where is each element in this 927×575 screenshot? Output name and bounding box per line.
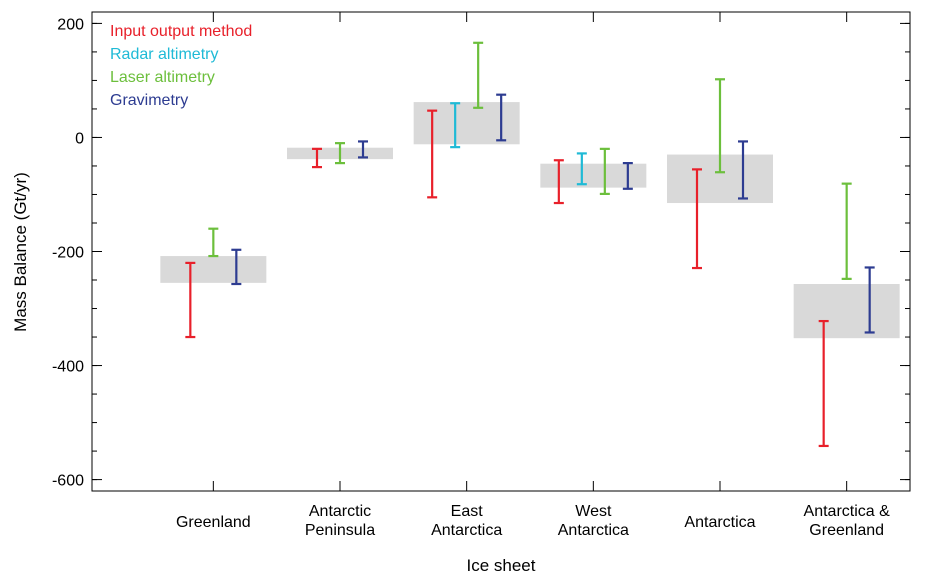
error-bar (738, 140, 748, 200)
error-bar (208, 227, 219, 258)
error-bar (622, 162, 633, 190)
x-tick-label: Antarctic Peninsula (305, 503, 375, 539)
y-axis-label: Mass Balance (Gt/yr) (11, 172, 30, 332)
legend-entry: Laser altimetry (110, 69, 215, 86)
legend: Input output method Radar altimetry Laser … (110, 23, 252, 109)
x-tick-label-line: Antarctica (684, 514, 755, 531)
error-bars (185, 41, 875, 448)
error-bar (358, 140, 368, 159)
legend-entry: Gravimetry (110, 92, 188, 109)
y-tick-label: -400 (52, 359, 84, 376)
reconciled-box (793, 284, 900, 339)
x-tick-label-line: East (451, 503, 484, 520)
x-tick-label: Antarctica (684, 514, 755, 531)
error-bar (576, 152, 587, 186)
reconciled-box (540, 163, 647, 188)
error-bar (496, 93, 507, 142)
reconciled-box (413, 102, 520, 145)
error-bar (864, 266, 875, 334)
error-bar (312, 147, 322, 169)
y-tick-label: 0 (75, 130, 84, 147)
x-tick-label: East Antarctica (431, 503, 502, 539)
x-tick-label-line: Antarctica & (804, 503, 891, 520)
x-tick-label-line: West (575, 503, 612, 520)
error-bar (427, 109, 438, 199)
error-bar (335, 142, 345, 165)
x-tick-label: West Antarctica (558, 503, 629, 539)
error-bar (185, 261, 196, 339)
error-bar (715, 78, 725, 174)
y-tick-label: 200 (57, 16, 84, 33)
x-tick-label-line: Antarctica (558, 522, 629, 539)
error-bar (473, 41, 484, 109)
error-bar (231, 248, 242, 286)
axis-ticks: 200 0 -200 -400 -600 Greenland Antarctic Penins… (52, 12, 910, 539)
reconciled-box (160, 256, 267, 283)
y-tick-label: -200 (52, 245, 84, 262)
x-axis-label: Ice sheet (467, 556, 536, 575)
reconciled-boxes (160, 102, 900, 339)
x-tick-label-line: Greenland (176, 514, 251, 531)
x-tick-label: Greenland (176, 514, 251, 531)
x-tick-label-line: Peninsula (305, 522, 375, 539)
x-tick-label: Antarctica & Greenland (804, 503, 891, 539)
error-bar (599, 147, 610, 196)
error-bar (553, 159, 564, 205)
error-bar (450, 102, 461, 149)
x-tick-label-line: Antarctic (309, 503, 371, 520)
x-tick-label-line: Antarctica (431, 522, 502, 539)
error-bar (692, 168, 702, 270)
legend-entry: Input output method (110, 23, 252, 40)
legend-entry: Radar altimetry (110, 46, 218, 63)
error-bar (841, 182, 852, 280)
error-bar (818, 319, 829, 448)
y-tick-label: -600 (52, 473, 84, 490)
x-tick-label-line: Greenland (809, 522, 884, 539)
